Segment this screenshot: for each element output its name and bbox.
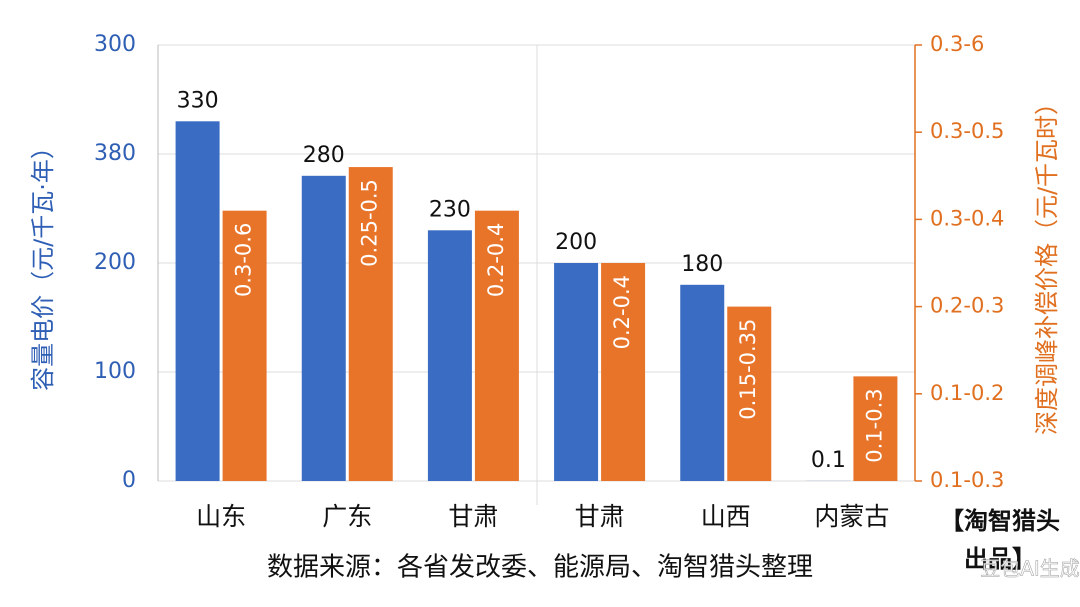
bar-value-label: 200	[555, 230, 597, 255]
y2-tick-label: 0.2-0.3	[930, 294, 1004, 318]
bar	[427, 230, 472, 481]
bar	[727, 306, 772, 481]
y2-tick-label: 0.3-6	[930, 32, 984, 56]
bar	[554, 263, 599, 481]
bar-value-label: 0.2-0.4	[610, 275, 634, 349]
bar-value-label: 0.3-0.6	[232, 223, 256, 297]
bar-value-label: 0.2-0.4	[484, 223, 508, 297]
bar-value-label: 0.15-0.35	[736, 319, 760, 420]
brand: 出品】	[964, 545, 1036, 573]
x-tick-label: 甘肃	[448, 502, 498, 531]
bar	[175, 121, 220, 482]
bar	[601, 263, 646, 481]
source-note: 数据来源：各省发改委、能源局、淘智猎头整理	[267, 553, 813, 583]
bar-value-label: 180	[681, 252, 723, 277]
bar	[680, 284, 725, 481]
x-tick-label: 广东	[322, 502, 372, 531]
bar	[348, 167, 393, 481]
y-tick-label: 380	[94, 141, 136, 166]
bar-value-label: 280	[303, 143, 345, 168]
bar-value-label: 330	[177, 88, 219, 113]
bar-value-label: 0.1-0.3	[862, 388, 886, 462]
y-tick-label: 200	[94, 250, 136, 275]
brand: 【淘智猎头	[940, 507, 1060, 535]
bar-value-label: 0.25-0.5	[358, 179, 382, 267]
x-tick-label: 内蒙古	[814, 502, 889, 531]
bar	[222, 210, 267, 481]
y-tick-label: 300	[94, 32, 136, 57]
y2-axis-label: 深度调峰补偿价格（元/千瓦时）	[1033, 91, 1061, 435]
y2-tick-label: 0.3-0.4	[930, 206, 1004, 230]
bar	[474, 210, 519, 481]
y-tick-label: 100	[94, 359, 136, 384]
y-tick-label: 0	[122, 468, 136, 493]
x-tick-label: 甘肃	[575, 502, 625, 531]
y-axis-label: 容量电价（元/千瓦·年）	[29, 135, 57, 391]
bar-value-label: 230	[429, 197, 471, 222]
bar	[301, 175, 346, 482]
watermark: 豆包AI生成	[980, 557, 1080, 581]
bar-value-label: 0.1	[811, 448, 846, 473]
y2-tick-label: 0.1-0.3	[930, 468, 1004, 492]
y2-tick-label: 0.1-0.2	[930, 381, 1004, 405]
x-tick-label: 山西	[701, 502, 751, 531]
x-tick-label: 山东	[196, 502, 246, 531]
y2-tick-label: 0.3-0.5	[930, 119, 1004, 143]
bar	[853, 376, 898, 481]
